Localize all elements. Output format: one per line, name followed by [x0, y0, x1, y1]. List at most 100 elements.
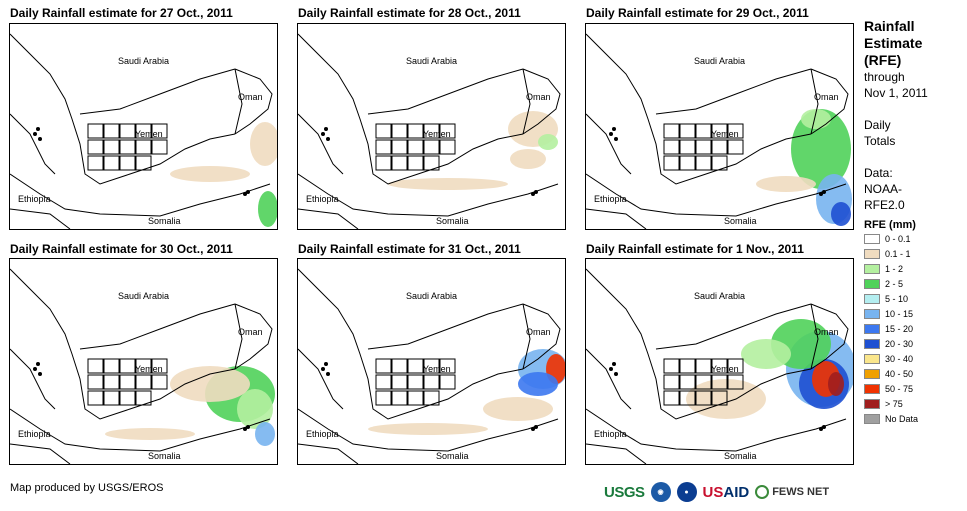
rainfall-area [237, 389, 273, 429]
island [33, 367, 37, 371]
governorate-boundary [135, 155, 152, 171]
governorate-boundary [119, 123, 136, 139]
boundary-line [298, 33, 524, 185]
governorate-boundary [119, 390, 136, 406]
governorate-boundary [375, 358, 392, 374]
legend-item: 15 - 20 [864, 321, 964, 336]
panel-title-1: Daily Rainfall estimate for 27 Oct., 201… [10, 6, 233, 20]
usaid-logo: USAID [702, 483, 750, 501]
boundary-line [79, 303, 236, 350]
boundary-line [234, 303, 273, 370]
legend-item: 10 - 15 [864, 306, 964, 321]
legend-label: 15 - 20 [885, 323, 914, 334]
noaa-logo-icon: ◉ [650, 482, 671, 502]
legend-label: > 75 [885, 398, 903, 409]
governorate-boundary [135, 123, 152, 139]
governorate-boundary [711, 139, 728, 155]
governorate-boundary [151, 374, 168, 390]
legend-swatch [864, 413, 880, 424]
country-label-oman: Oman [814, 327, 839, 337]
boundary-line [10, 408, 271, 452]
legend-item: 50 - 75 [864, 381, 964, 396]
boundary-line [79, 68, 236, 115]
rainfall-area [255, 422, 275, 446]
governorate-boundary [407, 139, 424, 155]
country-label-somalia: Somalia [436, 216, 469, 226]
legend-label: 2 - 5 [885, 278, 904, 289]
country-label-saudi: Saudi Arabia [406, 291, 457, 301]
map-canvas: Saudi Arabia Oman Yemen Ethiopia Somalia [586, 268, 853, 464]
boundary-line [810, 303, 819, 370]
boundary-line [810, 303, 849, 370]
island [531, 427, 535, 431]
legend-item: > 75 [864, 396, 964, 411]
map-canvas: Saudi Arabia Oman Yemen Ethiopia Somalia [298, 33, 561, 229]
legend-swatch [864, 308, 880, 319]
governorate-boundary [695, 374, 712, 390]
governorate-boundary [103, 374, 120, 390]
governorate-boundary [679, 155, 696, 171]
legend-item: 20 - 30 [864, 336, 964, 351]
boundary-line [655, 68, 812, 115]
partner-logos: USGS ◉ ● USAID FEWS NET [604, 480, 829, 504]
island [246, 190, 250, 194]
globe-icon [755, 485, 770, 499]
governorate-boundary [679, 374, 696, 390]
island [38, 137, 42, 141]
governorate-boundary [103, 358, 120, 374]
island [324, 362, 328, 366]
country-label-saudi: Saudi Arabia [118, 291, 169, 301]
boundary-line [298, 173, 559, 217]
boundary-line [298, 268, 524, 420]
legend-swatch [864, 323, 880, 334]
governorate-boundary [391, 390, 408, 406]
panel-title-2: Daily Rainfall estimate for 28 Oct., 201… [298, 6, 521, 20]
date-range: through Nov 1, 2011 [864, 70, 928, 100]
map-canvas: Saudi Arabia Oman Yemen Ethiopia Somalia [586, 33, 852, 229]
country-label-yemen: Yemen [711, 129, 739, 139]
governorate-boundary [375, 139, 392, 155]
governorate-boundary [103, 390, 120, 406]
governorate-boundary [119, 155, 136, 171]
governorate-boundary [391, 155, 408, 171]
governorate-boundary [87, 139, 104, 155]
rainfall-area [831, 202, 851, 226]
island [534, 190, 538, 194]
legend-label: 0 - 0.1 [885, 233, 911, 244]
legend-label: 1 - 2 [885, 263, 904, 274]
boundary-line [298, 348, 344, 410]
boundary-line [234, 303, 243, 370]
boundary-line [586, 113, 632, 175]
legend-swatch [864, 383, 880, 394]
governorate-boundary [407, 390, 424, 406]
rainfall-area [686, 379, 766, 419]
country-label-somalia: Somalia [724, 216, 757, 226]
governorate-boundary [119, 358, 136, 374]
country-label-yemen: Yemen [135, 129, 163, 139]
legend-swatch [864, 338, 880, 349]
data-source: Data: NOAA- RFE2.0 [864, 166, 905, 212]
island [614, 137, 618, 141]
rainfall-area [170, 366, 250, 402]
country-label-yemen: Yemen [423, 129, 451, 139]
country-label-saudi: Saudi Arabia [118, 56, 169, 66]
country-label-yemen: Yemen [135, 364, 163, 374]
rainfall-area [828, 372, 844, 396]
governorate-boundary [423, 123, 440, 139]
country-label-saudi: Saudi Arabia [694, 291, 745, 301]
island [243, 427, 247, 431]
governorate-boundary [711, 358, 728, 374]
country-label-oman: Oman [526, 92, 551, 102]
island [534, 425, 538, 429]
governorate-boundary [407, 123, 424, 139]
governorate-boundary [151, 123, 168, 139]
legend-swatch [864, 368, 880, 379]
legend-swatch [864, 263, 880, 274]
boundary-line [10, 208, 71, 229]
boundary-line [586, 348, 632, 410]
legend-label: No Data [885, 413, 919, 424]
country-label-saudi: Saudi Arabia [694, 56, 745, 66]
map-panel-3: Saudi Arabia Oman Yemen Ethiopia Somalia [585, 23, 854, 230]
boundary-line [298, 113, 344, 175]
island [612, 127, 616, 131]
